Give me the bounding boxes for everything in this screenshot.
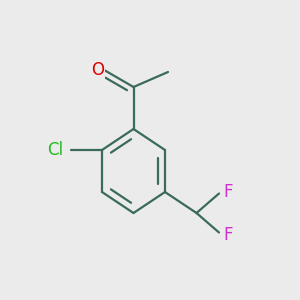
Text: Cl: Cl [47, 141, 64, 159]
Text: F: F [224, 183, 233, 201]
Text: F: F [224, 226, 233, 244]
Text: O: O [91, 61, 104, 79]
